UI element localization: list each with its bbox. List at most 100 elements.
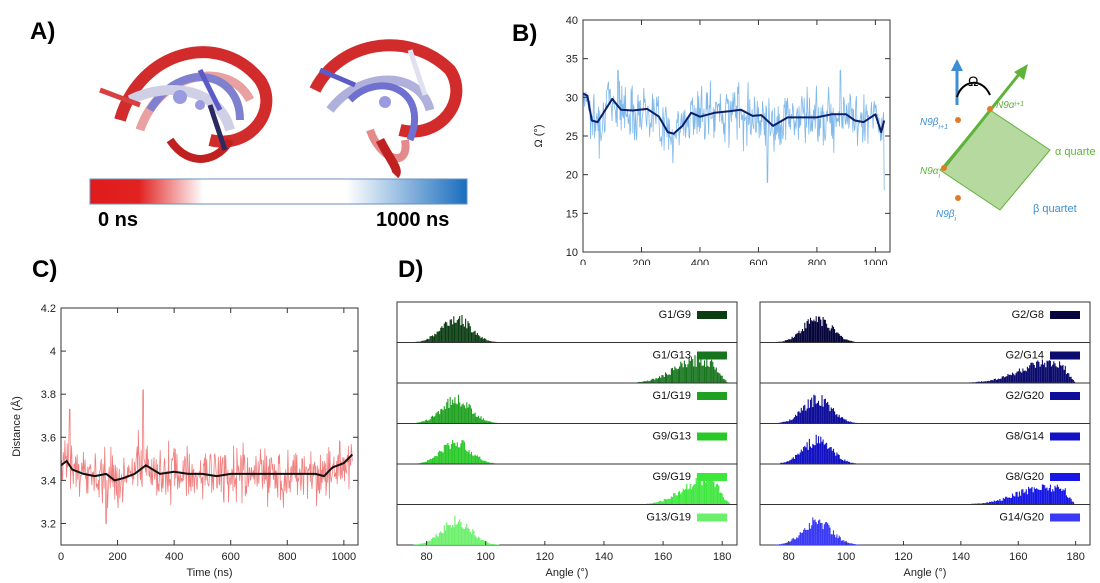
chart-b-ytick-label: 25 [566, 131, 578, 143]
chart-c-xtick-label: 200 [108, 551, 126, 563]
chart-d-left-panel-g13-g19: G13/G19 [396, 504, 738, 546]
beta-quartet-label: β quartet [1033, 203, 1077, 215]
alpha-quartet-plane [939, 109, 1051, 211]
chart-d-left-panel-g9-g13: G9/G13 [396, 423, 738, 465]
chart-d-left-panel-g1-g19: G1/G19 [396, 382, 738, 424]
chart-c-ytick-label: 3.2 [41, 518, 56, 530]
chart-c-ytick-label: 3.4 [41, 475, 56, 487]
chart-b-xtick-label: 0 [580, 258, 586, 265]
chart-d-right-series-label: G2/G20 [1005, 390, 1044, 402]
panel-label-b: B) [512, 20, 538, 47]
chart-d-right-legend-swatch [1050, 513, 1080, 522]
omega-angle-arc [956, 81, 991, 98]
chart-c-ytick-label: 4.2 [41, 303, 56, 315]
chart-d-left-legend-swatch [697, 513, 727, 522]
chart-d-left-xtick-label: 80 [420, 551, 432, 563]
chart-d-right-xtick-label: 160 [1009, 551, 1027, 563]
chart-d-right-series-label: G8/G14 [1005, 431, 1044, 443]
chart-d-left-series-label: G9/G13 [652, 431, 691, 443]
chart-b-omega: 0200400600800100010152025303540Time (ns)… [533, 15, 891, 265]
chart-c-ytick-label: 3.6 [41, 432, 56, 444]
chart-d-right-panel-g8-g14: G8/G14 [759, 423, 1091, 465]
chart-d-right-xtick-label: 80 [783, 551, 795, 563]
chart-d-right-xtick-label: 180 [1066, 551, 1084, 563]
chart-b-xtick-label: 600 [749, 258, 767, 265]
chart-d-left-xtick-label: 160 [654, 551, 672, 563]
chart-b-xtick-label: 800 [808, 258, 826, 265]
chart-d-right-legend-swatch [1050, 351, 1080, 360]
molecule-render-right [309, 39, 463, 179]
chart-d-right-xtick-label: 120 [894, 551, 912, 563]
chart-c-xtick-label: 0 [58, 551, 64, 563]
chart-d-left-series-label: G13/G19 [646, 512, 691, 524]
chart-d-right-panel-frame [759, 423, 1091, 465]
n9-beta-i-dot [955, 195, 961, 201]
chart-c-xtick-label: 400 [165, 551, 183, 563]
chart-d-right-panel-g2-g8: G2/G8 [759, 301, 1091, 343]
n9-beta-i1-label: N9βi+1 [920, 117, 948, 131]
chart-d-right-xtick-label: 100 [837, 551, 855, 563]
chart-c-frame [60, 307, 359, 546]
chart-d-right-panel-g2-g14: G2/G14 [759, 342, 1091, 384]
chart-c-xtick-label: 600 [222, 551, 240, 563]
chart-c-xlabel: Time (ns) [186, 567, 232, 579]
chart-d-left-histogram-bars [413, 515, 500, 545]
quartet-schematic: Ω N9αi+1 N9βi+1 N9αi N9βi α quarte β qua… [920, 59, 1096, 223]
chart-c-xtick-label: 1000 [332, 551, 356, 563]
chart-d-left-panel-g1-g13: G1/G13 [396, 342, 738, 384]
chart-d-left-histograms: G1/G9 G1/G13 G1/G19 G9/G13 G9/G19 G13/G19 80 10… [396, 301, 738, 579]
chart-b-ytick-label: 15 [566, 208, 578, 220]
alpha-vector-line [942, 72, 1022, 169]
chart-d-right-series-label: G2/G14 [1005, 350, 1044, 362]
chart-d-left-xtick-label: 140 [595, 551, 613, 563]
n9-beta-i1-dot [955, 117, 961, 123]
chart-d-left-xlabel: Angle (°) [546, 567, 589, 579]
chart-d-right-legend-swatch [1050, 392, 1080, 400]
chart-b-ytick-label: 30 [566, 92, 578, 104]
chart-c-xtick-label: 800 [278, 551, 296, 563]
time-colorbar [89, 178, 468, 205]
chart-d-right-panel-g14-g20: G14/G20 [759, 504, 1091, 546]
n9-alpha-i1-label: N9αi+1 [996, 100, 1024, 111]
chart-b-xtick-label: 200 [632, 258, 650, 265]
chart-d-left-series-label: G1/G13 [652, 350, 691, 362]
chart-d-left-xtick-label: 180 [713, 551, 731, 563]
chart-d-right-xlabel: Angle (°) [904, 567, 947, 579]
chart-d-left-series-label: G9/G19 [652, 471, 691, 483]
chart-b-smoothed-line [582, 92, 886, 135]
chart-d-right-histogram-bars [774, 517, 862, 545]
colorbar-right-label: 1000 ns [376, 209, 450, 231]
chart-d-left-xtick-label: 100 [477, 551, 495, 563]
chart-d-right-xtick-label: 140 [952, 551, 970, 563]
alpha-vector-arrowhead [1014, 64, 1028, 80]
n9-alpha-i1-dot [987, 106, 993, 112]
chart-d-right-series-label: G14/G20 [999, 512, 1044, 524]
chart-d-left-legend-swatch [697, 392, 727, 400]
chart-d-left-panel-g9-g19: G9/G19 [396, 463, 738, 505]
chart-d-right-panel-g2-g20: G2/G20 [759, 382, 1091, 424]
panel-label-c: C) [32, 256, 58, 283]
chart-b-ylabel: Ω (°) [533, 124, 545, 147]
chart-d-left-legend-swatch [697, 473, 727, 481]
chart-d-left-xtick-label: 120 [536, 551, 554, 563]
beta-vector-arrowhead [951, 59, 963, 71]
chart-d-left-legend-swatch [697, 311, 727, 319]
chart-c-ytick-label: 3.8 [41, 389, 56, 401]
chart-b-ytick-label: 20 [566, 170, 578, 182]
n9-alpha-i-label: N9αi [920, 166, 941, 180]
chart-b-xtick-label: 400 [691, 258, 709, 265]
chart-c-ylabel: Distance (Å) [10, 396, 23, 457]
chart-c-smoothed-line [60, 453, 354, 482]
chart-c-raw-trace [61, 389, 353, 524]
chart-c-ytick-label: 4 [50, 346, 56, 358]
chart-d-right-legend-swatch [1050, 311, 1080, 319]
chart-b-ytick-label: 40 [566, 15, 578, 27]
chart-d-left-panel-g1-g9: G1/G9 [396, 301, 738, 343]
n9-beta-i-label: N9βi [936, 209, 957, 223]
colorbar-left-label: 0 ns [98, 209, 139, 231]
chart-b-frame [582, 19, 891, 253]
chart-d-left-legend-swatch [697, 351, 727, 360]
chart-b-raw-trace [583, 69, 885, 191]
panel-label-d: D) [398, 256, 424, 283]
chart-b-ytick-label: 10 [566, 247, 578, 259]
